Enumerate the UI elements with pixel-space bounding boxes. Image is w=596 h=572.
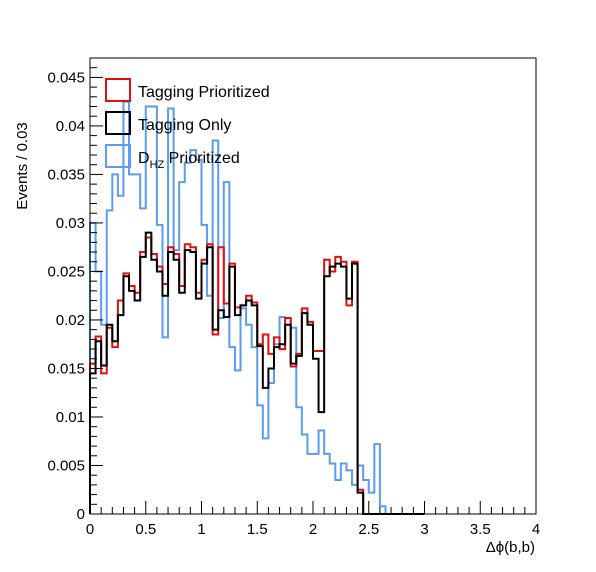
x-tick-label: 3 bbox=[420, 521, 428, 538]
y-axis-ticks: 0 0.005 0.01 0.015 0.02 0.025 0.03 0.035 0.04 0.0… bbox=[47, 67, 103, 523]
x-tick-label: 0 bbox=[86, 521, 94, 538]
y-tick-label: 0.005 bbox=[47, 457, 85, 474]
x-tick-label: 2 bbox=[309, 521, 317, 538]
x-axis-ticks: 0 0.5 1 1.5 2 2.5 3 3.5 4 bbox=[86, 501, 540, 538]
legend-swatch-dhz-prioritized bbox=[105, 144, 131, 168]
x-axis-title: Δϕ(b,b) bbox=[486, 539, 535, 556]
x-tick-label: 2.5 bbox=[358, 521, 379, 538]
legend-label-dhz-main: D bbox=[138, 150, 150, 167]
y-axis-title: Events / 0.03 bbox=[14, 122, 31, 210]
legend-swatch-tagging-only bbox=[105, 111, 131, 135]
y-tick-label: 0.01 bbox=[56, 409, 85, 426]
legend-label-dhz-prioritized: DHZ Prioritized bbox=[138, 150, 240, 171]
histogram-series-group bbox=[89, 100, 425, 515]
x-tick-label: 1.5 bbox=[247, 521, 268, 538]
y-tick-label: 0.02 bbox=[56, 312, 85, 329]
y-tick-label: 0.015 bbox=[47, 360, 85, 377]
legend-label-dhz-subscript: HZ bbox=[150, 159, 165, 171]
y-tick-label: 0.03 bbox=[56, 215, 85, 232]
y-tick-label: 0 bbox=[77, 506, 85, 523]
x-tick-label: 0.5 bbox=[135, 521, 156, 538]
x-tick-label: 1 bbox=[197, 521, 205, 538]
legend: Tagging Prioritized Tagging Only DHZ Pri… bbox=[105, 78, 270, 171]
legend-label-tagging-prioritized: Tagging Prioritized bbox=[138, 84, 270, 101]
series-line-tagging-only bbox=[89, 231, 425, 515]
x-tick-label: 3.5 bbox=[470, 521, 491, 538]
legend-swatch-tagging-prioritized bbox=[105, 78, 131, 102]
y-tick-label: 0.045 bbox=[47, 69, 85, 86]
y-tick-label: 0.025 bbox=[47, 263, 85, 280]
series-line-dhz-prioritized bbox=[89, 100, 425, 515]
y-tick-label: 0.04 bbox=[56, 118, 85, 135]
legend-label-tagging-only: Tagging Only bbox=[138, 117, 231, 134]
legend-label-dhz-rest: Prioritized bbox=[164, 150, 240, 167]
x-tick-label: 4 bbox=[532, 521, 540, 538]
y-tick-label: 0.035 bbox=[47, 166, 85, 183]
